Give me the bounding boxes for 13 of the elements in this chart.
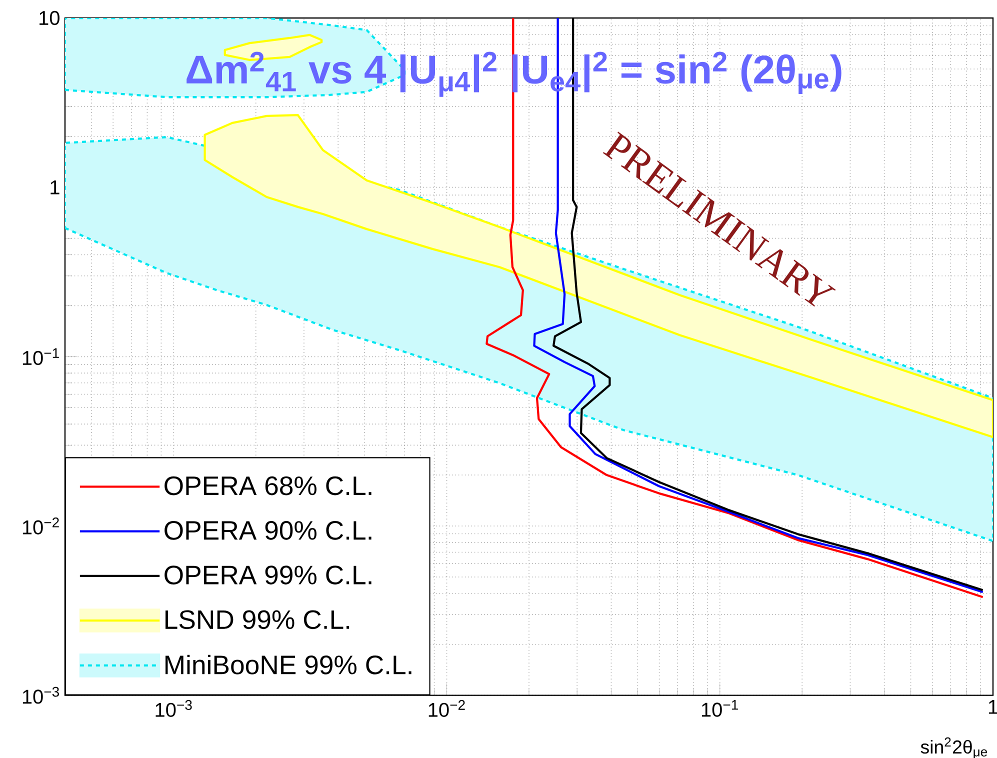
x-tick-label: 10$^{−2}$ (428, 700, 465, 717)
legend-label: LSND 99% C.L. (166, 610, 350, 629)
y-tick-label: 10 (40, 10, 60, 25)
legend-label: OPERA 90% C.L. (164, 520, 372, 540)
x-tick-label: 10$^{−1}$ (702, 700, 738, 717)
y-tick-label: 10$^{−3}$ (22, 686, 59, 704)
legend-label: OPERA 99% C.L. (164, 565, 372, 584)
legend-label: OPERA 68% C.L. (164, 476, 372, 496)
x-tick-label: 10$^{−3}$ (156, 700, 192, 717)
y-tick-label: 10$^{−1}$ (22, 348, 59, 365)
y-tick-label: 10$^{−2}$ (22, 517, 59, 534)
y-tick-label: 1 (50, 180, 60, 194)
legend-label: MiniBooNE 99% C.L. (166, 654, 412, 674)
